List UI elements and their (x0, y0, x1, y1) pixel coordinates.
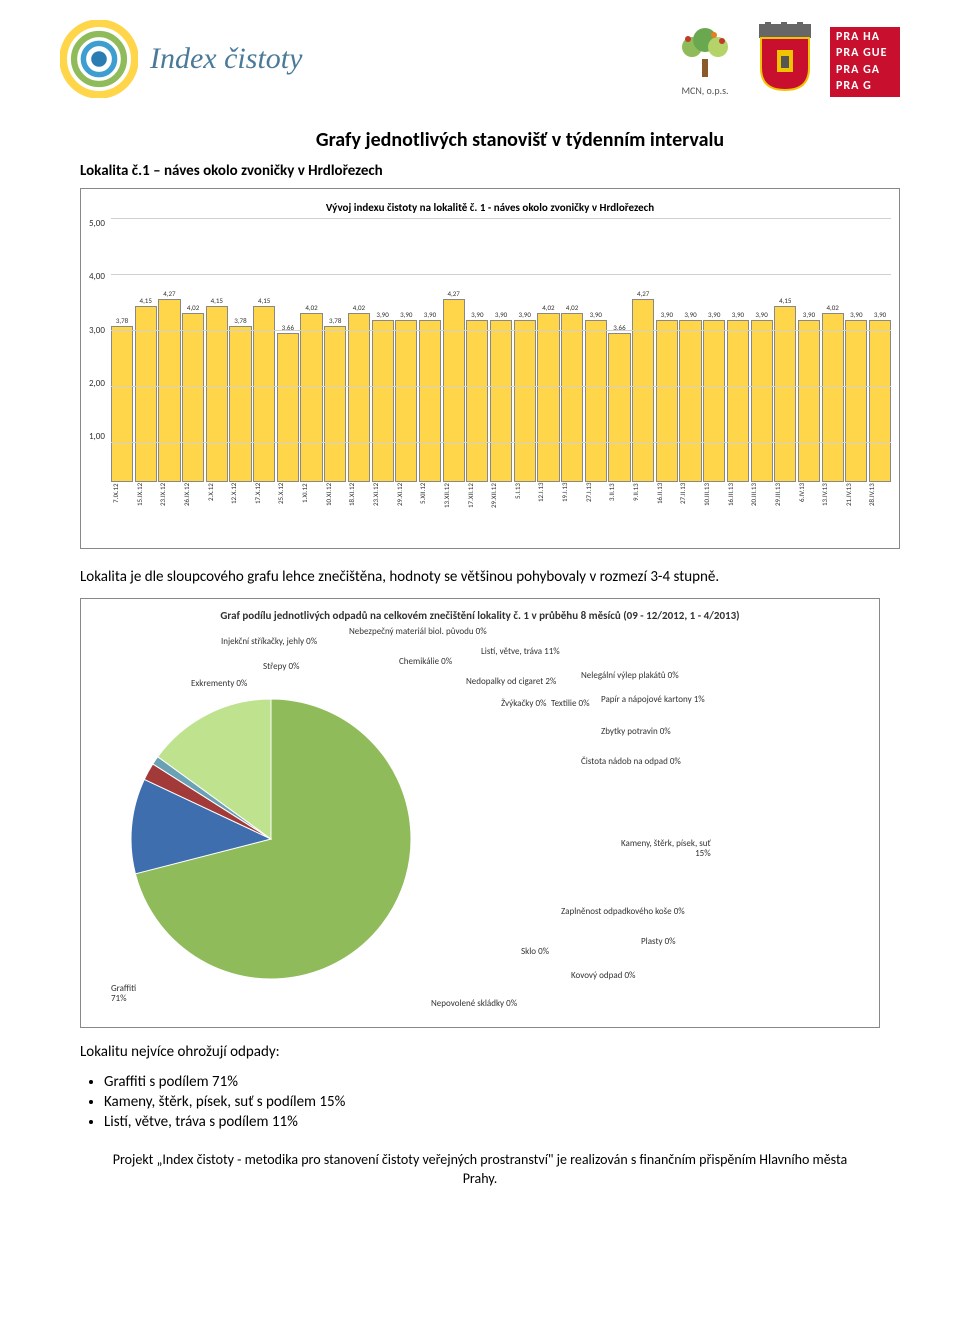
pie-label: Sklo 0% (521, 947, 549, 957)
swirl-icon (60, 20, 138, 98)
list-item: Kameny, štěrk, písek, suť s podílem 15% (104, 1093, 880, 1111)
paragraph-1: Lokalita je dle sloupcového grafu lehce … (80, 567, 880, 588)
pie-svg (121, 689, 421, 992)
header-logos: Index čistoty MCN, o.p.s. (60, 20, 900, 98)
pie-chart-box: Graf podílu jednotlivých odpadů na celko… (80, 598, 880, 1028)
coat-icon (755, 22, 815, 92)
pie-label: Střepy 0% (263, 662, 299, 672)
bullet-list: Graffiti s podílem 71% Kameny, štěrk, pí… (104, 1073, 880, 1131)
pie-label: Injekční stříkačky, jehly 0% (221, 637, 317, 647)
pie-label: Papír a nápojové kartony 1% (601, 695, 705, 705)
page-subtitle: Lokalita č.1 – náves okolo zvoničky v Hr… (80, 162, 900, 180)
prague-line: PRA HA (836, 29, 900, 45)
prague-line: PRA GUE (836, 45, 900, 61)
pie-label: Kovový odpad 0% (571, 971, 635, 981)
mcn-label: MCN, o.p.s. (670, 84, 740, 97)
prague-line: PRA G (836, 78, 900, 94)
pie-label: Plasty 0% (641, 937, 676, 947)
tree-icon (670, 25, 740, 81)
paragraph-2-lead: Lokalitu nejvíce ohrožují odpady: (80, 1042, 880, 1063)
logo-prague-coat (755, 22, 815, 97)
pie-chart-title: Graf podílu jednotlivých odpadů na celko… (91, 609, 869, 622)
footer: Projekt „Index čistoty - metodika pro st… (100, 1151, 860, 1189)
pie-label: Zbytky potravin 0% (601, 727, 671, 737)
bar-chart-box: Vývoj indexu čistoty na lokalitě č. 1 - … (80, 188, 900, 549)
prague-line: PRA GA (836, 62, 900, 78)
pie-label: Nedopalky od cigaret 2% (466, 677, 556, 687)
logo-text: Index čistoty (150, 42, 302, 76)
bar-chart-title: Vývoj indexu čistoty na lokalitě č. 1 - … (89, 197, 891, 218)
logo-mcn: MCN, o.p.s. (670, 25, 740, 97)
y-axis: 5,004,003,002,001,00 (89, 218, 111, 458)
pie-label: Nelegální výlep plakátů 0% (581, 671, 679, 681)
pie-label: Textilie 0% (551, 699, 590, 709)
pie-label: Zaplněnost odpadkového koše 0% (561, 907, 685, 917)
list-item: Graffiti s podílem 71% (104, 1073, 880, 1091)
pie-label: Kameny, štěrk, písek, suť15% (621, 839, 711, 860)
logos-right: MCN, o.p.s. PRA HA PRA GUE PRA GA PRA G (670, 22, 900, 97)
pie-label: Čistota nádob na odpad 0% (581, 757, 681, 767)
pie-label: Nepovolené skládky 0% (431, 999, 517, 1009)
pie-label: Žvýkačky 0% (501, 699, 546, 709)
plot-area: 3,784,154,274,024,153,784,153,664,023,78… (111, 218, 891, 498)
pie-label: Exkrementy 0% (191, 679, 247, 689)
page-title: Grafy jednotlivých stanovišť v týdenním … (140, 128, 900, 152)
logo-prague-text: PRA HA PRA GUE PRA GA PRA G (830, 27, 900, 97)
pie-label-graffiti: Graffiti 71% (111, 984, 136, 1005)
logo-index-cistoty: Index čistoty (60, 20, 302, 98)
list-item: Listí, větve, tráva s podílem 11% (104, 1113, 880, 1131)
pie-label: Chemikálie 0% (399, 657, 452, 667)
pie-label: Listí, větve, tráva 11% (481, 647, 560, 657)
pie-label: Nebezpečný materiál biol. původu 0% (349, 627, 487, 637)
